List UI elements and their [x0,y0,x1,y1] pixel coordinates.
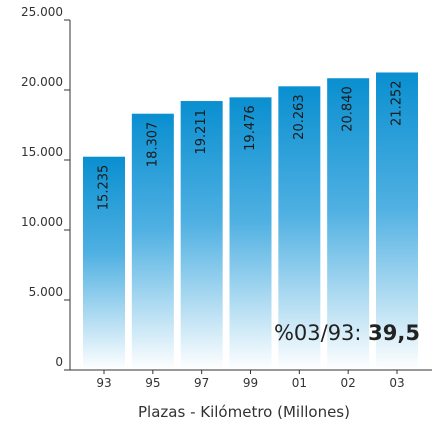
y-tick-label-25000: 25.000 [21,5,63,19]
y-tick-label-20000: 20.000 [21,75,63,89]
bar-97 [180,101,223,371]
x-tick-label-99: 99 [243,376,258,390]
axes-group: 93 95 97 99 01 02 03 0 5.000 10.000 15.000 20.000 25… [21,5,432,390]
bar-93 [83,156,125,370]
x-tick-label-02: 02 [341,376,356,390]
bar-value-label-03: 21.252 [390,80,405,126]
bar-95 [131,113,174,371]
x-axis-title: Plazas - Kilómetro (Millones) [138,403,350,421]
x-tick-label-01: 01 [292,376,307,390]
x-tick-label-95: 95 [145,376,160,390]
bar-02 [327,78,370,371]
annotation-value: 39,5 [368,321,420,345]
annotation-prefix: %03/93: [274,321,368,345]
bar-value-label-02: 20.840 [341,86,356,131]
y-tick-label-5000: 5.000 [29,285,63,299]
bars-group: 15.235 18.307 19.211 19.476 20.263 20.840 21.2… [83,72,418,371]
y-tick-label-10000: 10.000 [21,215,63,229]
bar-03 [376,72,418,371]
bar-01 [278,86,321,371]
y-tick-label-15000: 15.000 [21,145,63,159]
x-tick-label-03: 03 [389,376,404,390]
bar-value-label-97: 19.211 [194,109,209,154]
bar-value-label-01: 20.263 [292,94,307,139]
x-tick-label-97: 97 [194,376,209,390]
bar-value-label-95: 18.307 [145,122,160,167]
x-tick-label-93: 93 [96,376,111,390]
change-annotation: %03/93: 39,5 [274,321,420,345]
y-tick-label-0: 0 [55,355,63,369]
bar-value-label-99: 19.476 [243,105,258,151]
bar-99 [229,97,272,370]
bar-value-label-93: 15.235 [97,165,112,211]
